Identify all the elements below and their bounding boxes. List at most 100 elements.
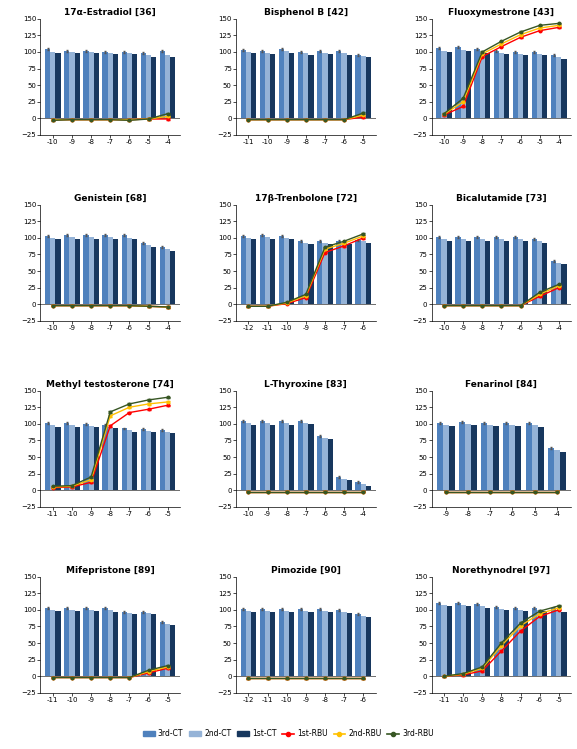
Bar	[265, 611, 270, 676]
Bar	[436, 603, 441, 676]
Bar	[328, 54, 333, 118]
Bar	[304, 53, 308, 118]
Bar	[55, 239, 61, 304]
Bar	[355, 55, 361, 118]
Bar	[328, 244, 333, 304]
Bar	[499, 239, 504, 304]
Bar	[479, 52, 485, 118]
Bar	[447, 607, 452, 676]
Bar	[45, 236, 50, 304]
Bar	[170, 250, 175, 304]
Bar	[165, 624, 170, 676]
Bar	[361, 56, 366, 118]
Bar	[513, 237, 518, 304]
Bar	[366, 243, 371, 304]
Bar	[289, 425, 294, 491]
Bar	[474, 604, 479, 676]
Bar	[151, 614, 156, 676]
Bar	[488, 425, 493, 491]
Bar	[160, 246, 165, 304]
Bar	[108, 237, 113, 304]
Bar	[494, 237, 499, 304]
Bar	[342, 612, 347, 676]
Bar	[45, 608, 50, 676]
Bar	[122, 235, 127, 304]
Title: Bicalutamide [73]: Bicalutamide [73]	[456, 194, 546, 203]
Bar	[141, 429, 146, 491]
Bar	[265, 237, 270, 304]
Bar	[504, 422, 509, 491]
Bar	[69, 425, 74, 491]
Bar	[460, 605, 466, 676]
Bar	[355, 613, 361, 676]
Bar	[284, 238, 289, 304]
Bar	[542, 611, 548, 676]
Bar	[284, 611, 289, 676]
Bar	[122, 52, 127, 118]
Bar	[55, 426, 61, 491]
Bar	[165, 55, 170, 118]
Bar	[347, 613, 352, 676]
Bar	[160, 622, 165, 676]
Bar	[93, 238, 99, 304]
Bar	[518, 54, 523, 118]
Bar	[542, 243, 548, 304]
Bar	[64, 608, 69, 676]
Bar	[83, 235, 88, 304]
Bar	[141, 612, 146, 676]
Bar	[279, 49, 284, 118]
Title: 17α-Estradiol [36]: 17α-Estradiol [36]	[65, 8, 156, 17]
Title: Genistein [68]: Genistein [68]	[74, 194, 147, 203]
Bar	[366, 617, 371, 676]
Bar	[83, 608, 88, 676]
Bar	[284, 51, 289, 118]
Bar	[538, 426, 544, 491]
Bar	[532, 608, 537, 676]
Bar	[304, 243, 308, 304]
Bar	[443, 425, 449, 491]
Bar	[260, 235, 265, 304]
Bar	[50, 610, 55, 676]
Bar	[526, 423, 531, 491]
Bar	[441, 51, 447, 118]
Bar	[323, 438, 328, 491]
Bar	[336, 241, 342, 304]
Bar	[561, 612, 567, 676]
Bar	[127, 238, 132, 304]
Bar	[355, 240, 361, 304]
Bar	[542, 55, 548, 118]
Bar	[466, 240, 471, 304]
Bar	[151, 57, 156, 118]
Bar	[170, 433, 175, 491]
Bar	[342, 243, 347, 304]
Bar	[113, 612, 118, 676]
Bar	[64, 423, 69, 491]
Bar	[560, 452, 566, 491]
Bar	[103, 608, 108, 676]
Bar	[170, 625, 175, 676]
Bar	[532, 239, 537, 304]
Bar	[455, 47, 460, 118]
Bar	[298, 52, 304, 118]
Title: Mifepristone [89]: Mifepristone [89]	[66, 566, 155, 575]
Title: Fenarinol [84]: Fenarinol [84]	[466, 380, 537, 389]
Bar	[279, 609, 284, 676]
Bar	[304, 611, 308, 676]
Bar	[146, 245, 151, 304]
Bar	[279, 236, 284, 304]
Bar	[366, 485, 371, 491]
Bar	[556, 610, 561, 676]
Legend: 3rd-CT, 2nd-CT, 1st-CT, 1st-RBU, 2nd-RBU, 3rd-RBU: 3rd-CT, 2nd-CT, 1st-CT, 1st-RBU, 2nd-RBU…	[140, 727, 437, 742]
Bar	[551, 608, 556, 676]
Bar	[246, 52, 251, 118]
Bar	[93, 427, 99, 491]
Bar	[93, 53, 99, 118]
Bar	[531, 425, 538, 491]
Bar	[160, 51, 165, 118]
Bar	[55, 52, 61, 118]
Bar	[328, 439, 333, 491]
Bar	[455, 603, 460, 676]
Bar	[141, 52, 146, 118]
Bar	[122, 428, 127, 491]
Bar	[74, 611, 80, 676]
